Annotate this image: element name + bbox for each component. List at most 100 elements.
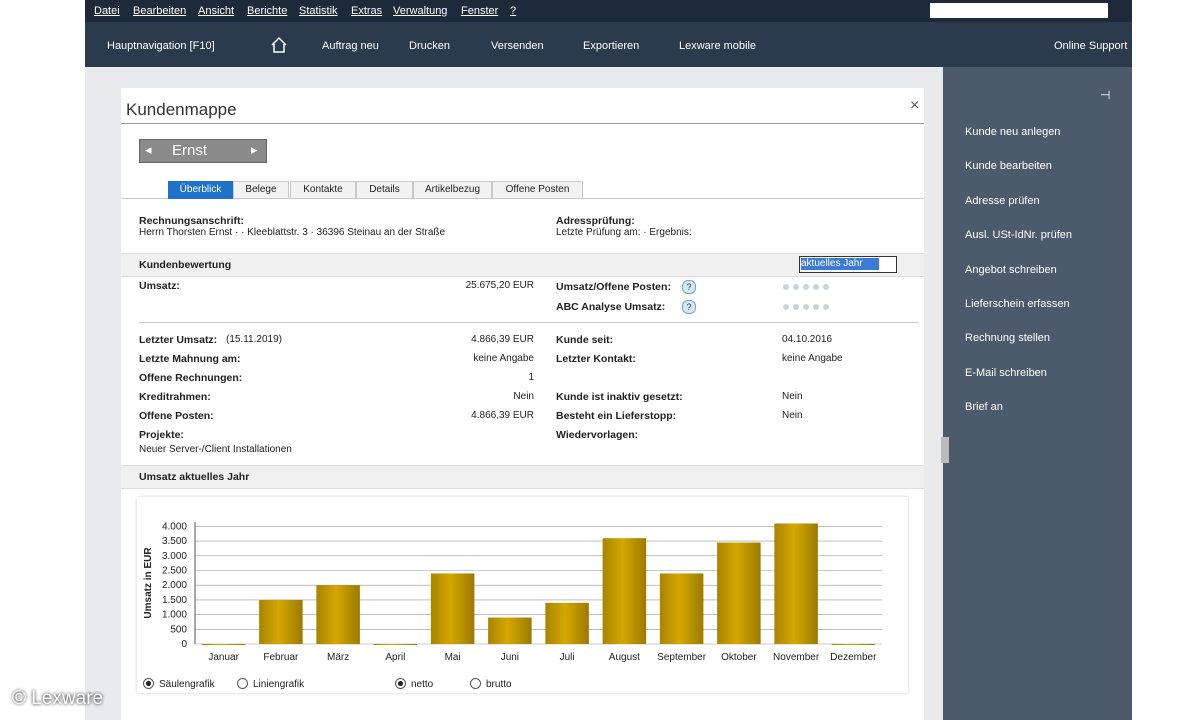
address-check-value: Letzte Prüfung am: · Ergebnis: bbox=[556, 227, 692, 238]
radio[interactable] bbox=[237, 678, 248, 689]
toolbar-item[interactable]: Exportieren bbox=[583, 40, 640, 52]
help-icon[interactable]: ? bbox=[682, 300, 696, 314]
tab[interactable]: Offene Posten bbox=[492, 181, 583, 199]
next-button[interactable]: ▸ bbox=[251, 142, 258, 157]
address-value: Herrn Thorsten Ernst · · Kleeblattstr. 3… bbox=[139, 227, 446, 238]
sidebar-action[interactable]: Kunde neu anlegen bbox=[965, 126, 1061, 138]
sidebar-action[interactable]: Ausl. USt-IdNr. prüfen bbox=[965, 229, 1072, 242]
toolbar-item[interactable]: Lexware mobile bbox=[679, 40, 757, 52]
chart-section-title: Umsatz aktuelles Jahr bbox=[139, 471, 250, 483]
bar bbox=[831, 644, 876, 645]
detail-label: Kunde seit: bbox=[556, 334, 614, 346]
menu-item[interactable]: Statistik bbox=[299, 5, 338, 17]
detail-value: 1 bbox=[528, 372, 534, 383]
star bbox=[823, 304, 829, 310]
detail-value: 4.866,39 EUR bbox=[471, 410, 534, 421]
detail-value: Neuer Server-/Client Installationen bbox=[139, 444, 292, 455]
x-tick-label: August bbox=[609, 652, 640, 663]
y-tick-label: 3.500 bbox=[162, 536, 187, 547]
toolbar-item[interactable]: Drucken bbox=[409, 40, 450, 52]
y-tick-label: 500 bbox=[170, 624, 187, 635]
copyright: © Lexware bbox=[12, 688, 104, 709]
star bbox=[783, 304, 789, 310]
detail-label: Wiedervorlagen: bbox=[556, 429, 639, 441]
sidebar-action[interactable]: Kunde bearbeiten bbox=[965, 160, 1052, 173]
star bbox=[823, 284, 829, 290]
bar bbox=[201, 644, 246, 645]
x-tick-label: September bbox=[657, 652, 707, 663]
sidebar-action[interactable]: Angebot schreiben bbox=[965, 263, 1057, 276]
tab[interactable]: Überblick bbox=[168, 181, 233, 199]
x-tick-label: Oktober bbox=[721, 652, 757, 663]
x-tick-label: Juli bbox=[560, 652, 575, 663]
menu-item[interactable]: Verwaltung bbox=[393, 5, 448, 17]
menu-item[interactable]: Datei bbox=[94, 5, 120, 17]
pin-icon[interactable]: ⊣ bbox=[1100, 88, 1111, 102]
tab[interactable]: Kontakte bbox=[290, 181, 356, 199]
radio[interactable] bbox=[395, 678, 406, 689]
detail-value: Nein bbox=[782, 410, 803, 421]
customer-nav[interactable] bbox=[139, 139, 267, 163]
menu-item[interactable]: Extras bbox=[351, 5, 383, 17]
sidebar-action[interactable]: Lieferschein erfassen bbox=[965, 298, 1070, 310]
star bbox=[813, 284, 819, 290]
detail-label: Offene Rechnungen: bbox=[139, 372, 243, 384]
star bbox=[813, 304, 819, 310]
rating-label: ABC Analyse Umsatz: bbox=[556, 301, 666, 313]
bar bbox=[602, 538, 647, 644]
menu-bar bbox=[85, 0, 1132, 22]
sidebar-action[interactable]: E-Mail schreiben bbox=[965, 366, 1047, 379]
menu-item[interactable]: Berichte bbox=[247, 5, 288, 17]
prev-button[interactable]: ◂ bbox=[145, 142, 152, 157]
y-tick-label: 0 bbox=[181, 639, 187, 650]
sidebar-action[interactable]: Rechnung stellen bbox=[965, 332, 1051, 345]
online-support[interactable]: Online Support bbox=[1054, 40, 1128, 52]
y-tick-label: 1.000 bbox=[162, 610, 187, 621]
tab[interactable]: Belege bbox=[233, 181, 289, 199]
radio[interactable] bbox=[470, 678, 481, 689]
star bbox=[793, 284, 799, 290]
menu-item[interactable]: Bearbeiten bbox=[133, 5, 187, 17]
tab[interactable]: Artikelbezug bbox=[413, 181, 492, 199]
bar bbox=[316, 585, 360, 644]
radio[interactable] bbox=[143, 678, 154, 689]
window-title: Kundenmappe bbox=[126, 100, 237, 119]
search-box[interactable] bbox=[930, 3, 1108, 18]
toolbar bbox=[85, 22, 1132, 67]
toolbar-item[interactable]: Auftrag neu bbox=[322, 40, 379, 52]
nav-button[interactable]: Hauptnavigation [F10] bbox=[107, 40, 215, 52]
detail-value: Nein bbox=[513, 391, 534, 402]
help-icon[interactable]: ? bbox=[682, 280, 696, 294]
umsatz-value: 25.675,20 EUR bbox=[465, 280, 534, 291]
menu-item[interactable]: Ansicht bbox=[198, 5, 235, 17]
y-tick-label: 2.000 bbox=[162, 580, 187, 591]
bar bbox=[717, 542, 761, 644]
toolbar-item[interactable]: Versenden bbox=[491, 40, 544, 52]
sidebar-action[interactable]: Brief an bbox=[965, 401, 1003, 414]
close-button[interactable]: × bbox=[910, 97, 920, 114]
detail-label: Besteht ein Lieferstopp: bbox=[556, 410, 677, 422]
detail-label: Kreditrahmen: bbox=[139, 391, 211, 403]
bar bbox=[430, 573, 475, 644]
y-tick-label: 4.000 bbox=[162, 521, 187, 532]
home-icon[interactable] bbox=[270, 36, 288, 54]
y-axis-label: Umsatz in EUR bbox=[143, 547, 154, 619]
bar bbox=[488, 617, 532, 644]
star bbox=[783, 284, 789, 290]
splitter[interactable] bbox=[941, 437, 949, 463]
bar bbox=[545, 602, 589, 644]
menu-item[interactable]: ? bbox=[510, 5, 517, 17]
detail-label: Letzter Umsatz: bbox=[139, 334, 218, 346]
menu-item[interactable]: Fenster bbox=[461, 5, 499, 17]
detail-value: 04.10.2016 bbox=[782, 334, 833, 345]
x-tick-label: April bbox=[385, 652, 405, 663]
detail-value: Nein bbox=[782, 391, 803, 402]
sidebar-action[interactable]: Adresse prüfen bbox=[965, 194, 1040, 207]
y-tick-label: 3.000 bbox=[162, 551, 187, 562]
tab[interactable]: Details bbox=[356, 181, 413, 199]
x-tick-label: Dezember bbox=[830, 652, 877, 663]
detail-value: 4.866,39 EUR bbox=[471, 334, 534, 345]
customer-name: Ernst bbox=[172, 142, 208, 159]
